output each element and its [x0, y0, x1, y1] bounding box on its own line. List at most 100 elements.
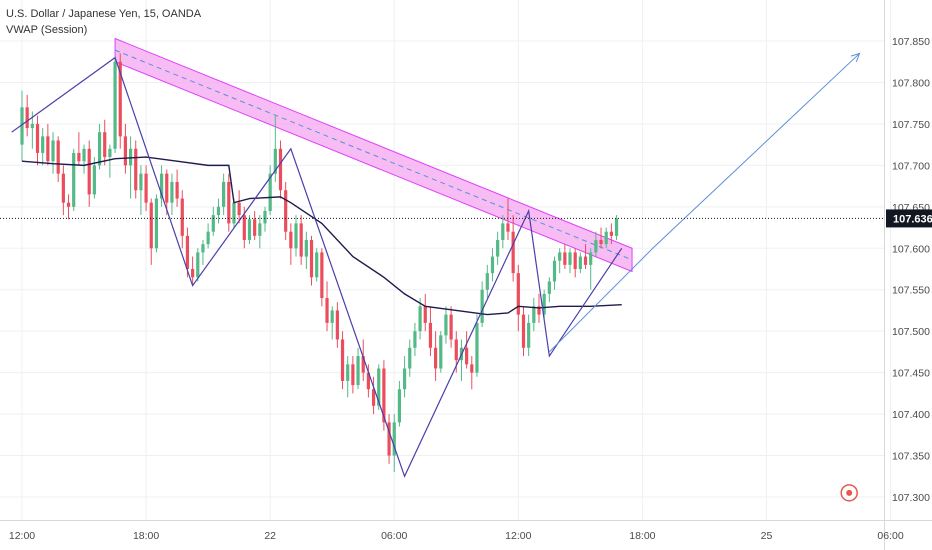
candle-body: [439, 335, 443, 369]
candle-body: [103, 132, 107, 158]
candle-body: [346, 364, 350, 381]
candle-body: [284, 190, 288, 232]
candle-body: [527, 322, 531, 348]
candle-body: [470, 364, 474, 373]
candle-body: [30, 123, 34, 129]
candle-body: [61, 173, 65, 203]
candle-body: [227, 181, 231, 224]
projection-arrow[interactable]: [652, 52, 861, 249]
candle-body: [402, 368, 407, 390]
channel-band: [114, 37, 633, 273]
candle-body: [382, 368, 386, 423]
candle-body: [51, 140, 55, 162]
candle-body: [583, 256, 588, 265]
time-marker[interactable]: [840, 484, 858, 502]
candle-body: [35, 123, 40, 153]
candle-body: [118, 61, 122, 137]
candle-body: [371, 389, 376, 406]
indicator-title[interactable]: VWAP (Session): [6, 24, 88, 36]
candle-body: [552, 260, 557, 282]
zigzag-line[interactable]: [11, 56, 654, 478]
candle-body: [180, 198, 184, 236]
candle-body: [97, 132, 102, 166]
time-tick-label: 18:00: [133, 530, 159, 542]
candle-body: [614, 218, 619, 236]
candle-body: [521, 314, 526, 348]
symbol-title[interactable]: U.S. Dollar / Japanese Yen, 15, OANDA: [6, 8, 202, 20]
projection-line: [652, 53, 860, 249]
candle-body: [351, 364, 355, 386]
grid-lines: [0, 0, 892, 520]
candle-body: [206, 231, 210, 245]
candle-body: [247, 219, 252, 240]
time-tick-label: 12:00: [505, 530, 531, 542]
channel-midline: [114, 49, 633, 261]
candle-body: [175, 181, 179, 199]
candle-body: [273, 148, 277, 174]
candle-body: [366, 372, 370, 390]
candle-body: [92, 165, 96, 195]
candle-body: [165, 173, 169, 203]
candle-body: [361, 356, 365, 373]
candle-body: [330, 310, 334, 323]
candle-body: [568, 252, 572, 265]
candle-body: [159, 173, 164, 199]
candle-body: [387, 422, 391, 456]
price-tick-label: 107.850: [892, 36, 930, 48]
candle-body: [25, 107, 29, 129]
candle-body: [232, 202, 236, 224]
vwap-path: [21, 156, 622, 316]
last-price-tag: [886, 209, 932, 228]
candle-body: [563, 252, 567, 265]
price-tick-label: 107.350: [892, 451, 930, 463]
candle-body: [506, 223, 510, 232]
candle-body: [578, 256, 582, 269]
candle-body: [454, 339, 458, 361]
time-tick-label: 18:00: [629, 530, 655, 542]
candle-body: [82, 148, 86, 162]
candle-body: [335, 310, 339, 340]
candle-body: [309, 239, 314, 278]
candle-body: [72, 152, 76, 207]
candle-body: [340, 339, 345, 381]
price-tick-label: 107.300: [892, 492, 930, 504]
price-tick-label: 107.500: [892, 326, 930, 338]
candle-body: [320, 252, 324, 299]
price-tick-label: 107.600: [892, 243, 930, 255]
candle-body: [511, 231, 515, 274]
candle-body: [475, 322, 479, 373]
candle-body: [594, 239, 598, 253]
candle-body: [558, 252, 562, 261]
candle-body: [485, 273, 489, 290]
candle-body: [377, 368, 381, 406]
candle-body: [599, 239, 603, 245]
price-tick-label: 107.550: [892, 285, 930, 297]
candle-body: [589, 252, 593, 265]
candle-body: [356, 356, 360, 386]
downtrend-channel[interactable]: [114, 37, 633, 273]
candle-body: [149, 202, 153, 249]
candle-body: [237, 202, 241, 216]
zigzag-path: [11, 56, 623, 478]
candle-body: [465, 347, 469, 365]
candle-body: [196, 252, 200, 278]
candle-body: [154, 198, 159, 249]
time-tick-label: 25: [761, 530, 773, 542]
candle-body: [294, 223, 298, 249]
candle-body: [408, 347, 412, 369]
candle-body: [418, 306, 422, 332]
arrow-head: [850, 52, 861, 63]
price-tick-label: 107.750: [892, 119, 930, 131]
candle-body: [542, 293, 546, 315]
time-tick-label: 12:00: [9, 530, 35, 542]
candle-body: [253, 219, 257, 236]
price-tick-label: 107.450: [892, 368, 930, 380]
candle-body: [258, 223, 262, 236]
candle-body: [87, 148, 91, 195]
candle-body: [573, 252, 577, 269]
price-tick-label: 107.400: [892, 409, 930, 421]
candle-body: [480, 289, 484, 323]
candle-body: [268, 173, 272, 211]
